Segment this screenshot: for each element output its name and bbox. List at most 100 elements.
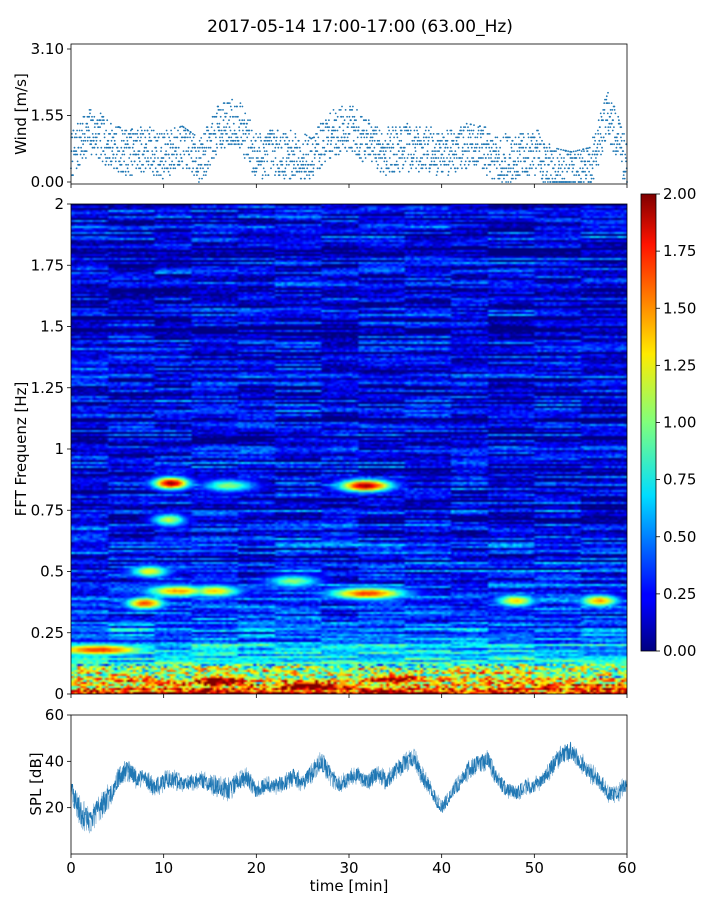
wind-point — [161, 167, 164, 170]
wind-point — [230, 109, 233, 111]
wind-point — [294, 133, 297, 135]
wind-point — [474, 143, 477, 146]
wind-point — [581, 167, 584, 170]
wind-point — [459, 133, 461, 135]
wind-point — [390, 133, 392, 135]
wind-point — [228, 119, 230, 122]
wind-point — [144, 167, 147, 170]
spl-xtick-label: 0 — [66, 859, 76, 877]
wind-point — [619, 153, 622, 156]
wind-point — [453, 157, 456, 159]
wind-point — [103, 136, 106, 139]
wind-point — [313, 163, 315, 166]
wind-point — [256, 150, 259, 153]
wind-point — [155, 150, 158, 153]
wind-point — [292, 153, 294, 156]
wind-point — [467, 126, 469, 128]
wind-point — [333, 136, 335, 139]
wind-point — [137, 136, 139, 139]
wind-point — [257, 157, 259, 159]
wind-point — [442, 160, 444, 163]
wind-point — [166, 133, 169, 135]
wind-point — [360, 157, 362, 159]
wind-point — [474, 150, 477, 153]
wind-point — [182, 150, 185, 153]
wind-point — [599, 143, 602, 146]
wind-point — [526, 170, 529, 173]
wind-point — [270, 160, 273, 163]
wind-point — [374, 126, 377, 128]
wind-point — [321, 129, 324, 132]
wind-point — [384, 157, 387, 159]
wind-point — [302, 153, 305, 156]
wind-point — [197, 163, 200, 166]
wind-point — [418, 170, 420, 173]
wind-point — [367, 119, 370, 122]
wind-point — [160, 146, 163, 149]
wind-point — [529, 146, 532, 149]
wind-point — [355, 119, 357, 122]
wind-point — [149, 126, 151, 129]
wind-point — [169, 146, 172, 149]
wind-point — [410, 153, 412, 156]
figure-title: 2017-05-14 17:00-17:00 (63.00_Hz) — [207, 17, 513, 37]
wind-point — [464, 160, 467, 163]
wind-point — [522, 133, 524, 135]
wind-point — [151, 163, 154, 166]
wind-point — [116, 146, 119, 149]
wind-point — [571, 170, 574, 173]
wind-point — [224, 115, 227, 118]
wind-point — [107, 139, 110, 142]
wind-point — [281, 160, 283, 163]
wind-point — [530, 139, 533, 142]
wind-point — [494, 136, 497, 139]
wind-point — [445, 139, 448, 142]
wind-point — [344, 146, 347, 149]
wind-point — [92, 139, 95, 142]
wind-point — [491, 139, 494, 142]
wind-point — [334, 112, 337, 115]
wind-point — [534, 174, 536, 177]
wind-point — [90, 143, 93, 146]
wind-point — [454, 150, 457, 153]
wind-point — [305, 153, 307, 156]
wind-point — [443, 136, 445, 139]
wind-point — [105, 129, 107, 132]
wind-point — [603, 102, 606, 104]
wind-point — [311, 163, 313, 166]
wind-point — [605, 98, 608, 101]
wind-point — [103, 122, 105, 125]
wind-point — [558, 160, 560, 163]
wind-point — [404, 160, 407, 163]
wind-point — [420, 143, 423, 146]
wind-point — [375, 129, 377, 132]
wind-point — [521, 170, 524, 173]
wind-point — [373, 139, 376, 142]
wind-point — [285, 174, 287, 177]
wind-point — [436, 170, 439, 173]
wind-point — [247, 146, 250, 149]
wind-point — [535, 150, 538, 153]
wind-point — [179, 133, 182, 135]
wind-point — [575, 174, 578, 177]
wind-point — [372, 133, 375, 135]
wind-point — [322, 129, 325, 132]
wind-point — [195, 150, 197, 153]
wind-point — [211, 115, 214, 118]
wind-point — [517, 174, 520, 177]
wind-point — [621, 160, 623, 163]
wind-point — [614, 139, 617, 142]
wind-point — [508, 163, 511, 166]
wind-point — [206, 126, 209, 128]
wind-point — [171, 153, 174, 156]
wind-point — [578, 157, 581, 159]
wind-point — [131, 128, 134, 131]
wind-point — [218, 122, 221, 125]
wind-point — [622, 174, 625, 177]
wind-point — [289, 129, 292, 132]
wind-point — [129, 133, 132, 135]
wind-point — [579, 153, 582, 156]
wind-point — [413, 129, 416, 132]
wind-point — [85, 157, 87, 159]
